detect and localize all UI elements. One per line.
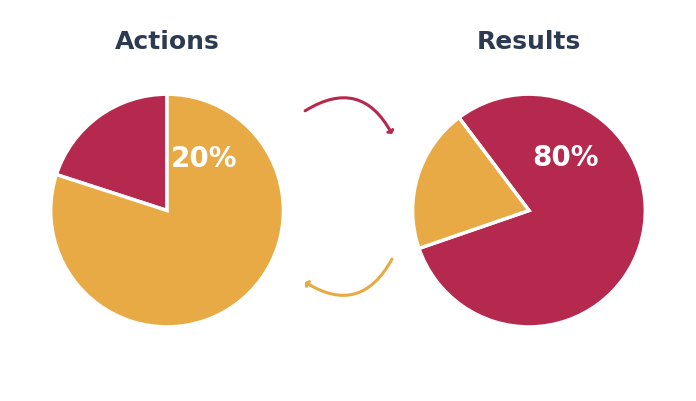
Text: 20%: 20%	[171, 145, 238, 173]
Title: Actions: Actions	[115, 30, 219, 54]
Wedge shape	[56, 94, 167, 211]
Wedge shape	[51, 94, 283, 327]
Wedge shape	[413, 117, 529, 248]
Text: 80%: 80%	[532, 144, 599, 172]
Title: Results: Results	[477, 30, 581, 54]
Wedge shape	[419, 94, 645, 327]
